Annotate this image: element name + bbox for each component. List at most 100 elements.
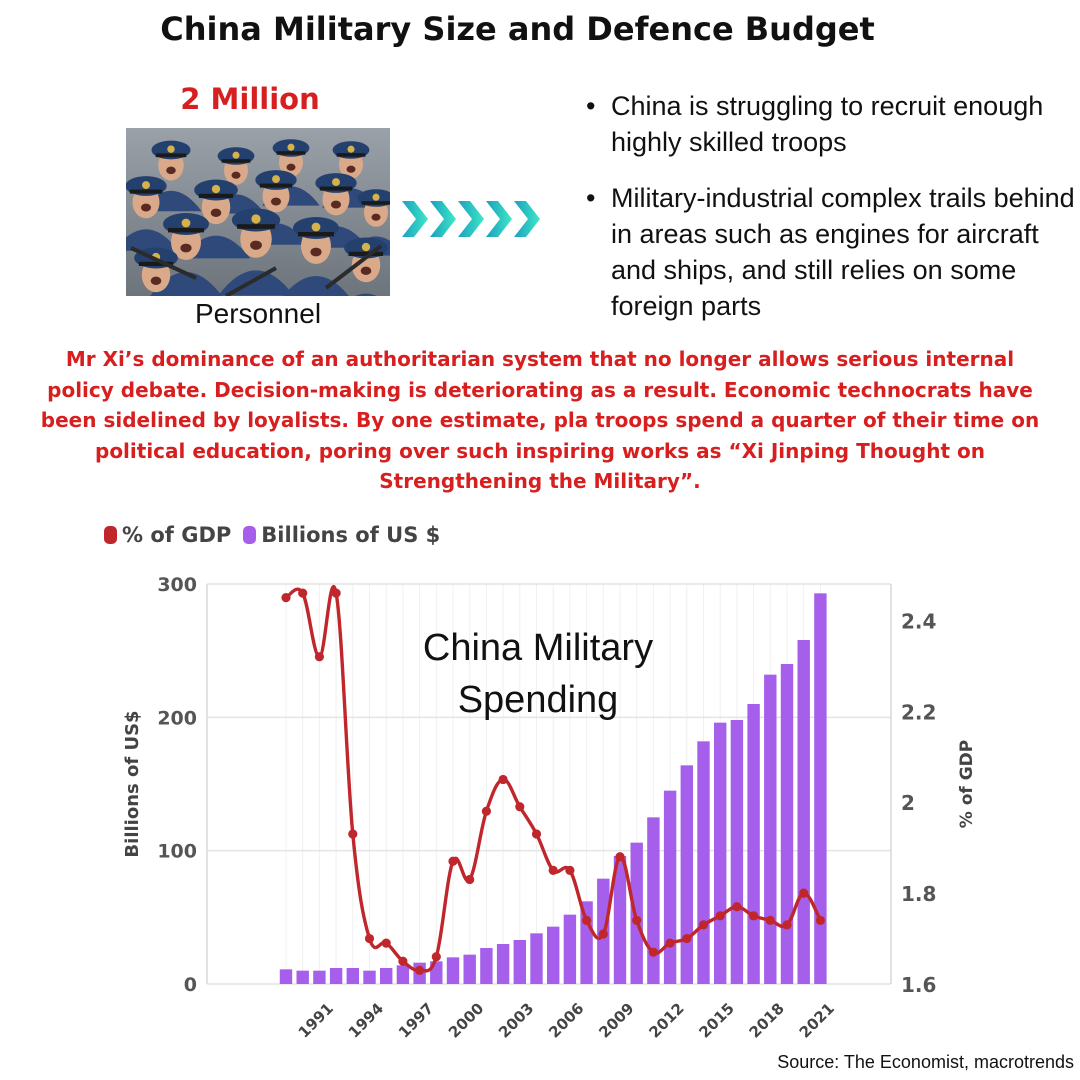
gdp-point-2006: [565, 865, 575, 875]
gdp-point-2010: [632, 915, 642, 925]
gdp-point-1999: [448, 856, 458, 866]
soldier-uniform: [355, 293, 377, 296]
soldier-mouth: [270, 197, 282, 206]
page-title: China Military Size and Defence Budget: [160, 10, 875, 48]
chart-title: China Military Spending: [422, 627, 654, 721]
legend-item-usd[interactable]: Billions of US $: [243, 523, 440, 547]
bar-billions-usd-2002: [496, 944, 510, 984]
soldier-cap-badge: [311, 222, 321, 232]
bar-billions-usd-1992: [329, 968, 343, 984]
gdp-point-2020: [799, 888, 809, 898]
quote-paragraph: Mr Xi’s dominance of an authoritarian sy…: [40, 347, 1040, 493]
bar-billions-usd-2009: [613, 856, 627, 984]
soldier-cap-visor: [348, 251, 384, 256]
bar-billions-usd-2000: [463, 954, 476, 984]
x-tick-label-1997: 1997: [395, 999, 437, 1041]
gdp-point-1995: [381, 938, 391, 948]
bar-billions-usd-2001: [480, 948, 493, 984]
bar-billions-usd-2018: [764, 674, 777, 984]
soldier-cap-visor: [129, 189, 163, 194]
right-tick-label: 2.4: [901, 609, 936, 633]
soldier-mouth: [371, 213, 381, 221]
soldier-cap-visor: [237, 224, 275, 229]
bar-billions-usd-1990: [296, 970, 309, 984]
soldier-cap-badge: [287, 143, 295, 151]
gdp-point-1994: [364, 933, 375, 944]
gdp-point-1993: [348, 829, 358, 839]
soldier-mouth: [346, 165, 356, 173]
bullet-text: Military-industrial complex trails behin…: [611, 183, 1075, 321]
gdp-point-2008: [598, 929, 608, 939]
legend-label-gdp: % of GDP: [122, 523, 232, 547]
bar-billions-usd-2012: [663, 790, 677, 984]
bar-billions-usd-2006: [563, 914, 577, 984]
gdp-point-1989: [281, 593, 291, 603]
gdp-point-2021: [815, 915, 826, 925]
bar-billions-usd-2016: [730, 720, 744, 984]
bullet-text: China is struggling to recruit enough hi…: [611, 91, 1044, 157]
gdp-point-2017: [749, 911, 759, 921]
bar-billions-usd-2015: [714, 722, 727, 984]
gdp-point-2000: [465, 874, 475, 885]
y-axis-title-right: % of GDP: [957, 740, 977, 828]
rifle: [130, 246, 197, 280]
gdp-point-2018: [765, 915, 775, 925]
bar-billions-usd-2021: [814, 593, 827, 984]
right-tick-label: 2: [901, 791, 915, 815]
soldier-cap-badge: [361, 242, 371, 252]
bar-billions-usd-2017: [747, 704, 760, 984]
bar-billions-usd-2003: [513, 940, 526, 984]
soldier-cap-visor: [298, 232, 334, 237]
bar-billions-usd-1989: [279, 969, 293, 984]
personnel-caption: Personnel: [194, 298, 322, 329]
gdp-point-2014: [698, 920, 709, 930]
soldier-mouth: [140, 203, 152, 212]
legend-swatch-usd: [243, 526, 257, 544]
personnel-stat: 2 Million: [180, 82, 320, 116]
bar-billions-usd-1999: [446, 957, 460, 984]
rifle: [225, 266, 277, 296]
soldier-uniform: [126, 229, 179, 251]
soldier-cap-badge: [181, 218, 191, 228]
x-tick-label-2018: 2018: [746, 999, 788, 1041]
legend-swatch-gdp: [104, 526, 117, 544]
x-tick-label-1994: 1994: [345, 999, 387, 1041]
gdp-point-2019: [782, 920, 792, 930]
soldier-mouth: [150, 276, 162, 285]
soldier-mouth: [210, 208, 222, 217]
soldier-cap-visor: [336, 153, 366, 157]
gdp-point-2007: [582, 915, 592, 925]
soldiers-photo: [126, 128, 390, 296]
soldier-cap-visor: [138, 261, 174, 266]
gdp-point-1997: [415, 965, 425, 975]
gdp-point-2016: [732, 902, 742, 912]
bullet-item: Military-industrial complex trails behin…: [586, 180, 1080, 324]
gdp-point-2003: [515, 802, 525, 812]
bullet-list: China is struggling to recruit enough hi…: [586, 88, 1080, 344]
gdp-point-1998: [431, 952, 441, 962]
soldier-mouth: [231, 171, 241, 179]
soldier-cap-badge: [211, 184, 221, 194]
bar-billions-usd-2020: [797, 640, 810, 984]
right-tick-label: 1.8: [901, 882, 936, 906]
bar-billions-usd-2005: [547, 926, 560, 984]
gdp-point-2012: [665, 938, 675, 948]
bar-billions-usd-1994: [363, 970, 376, 984]
soldier-cap-visor: [155, 153, 187, 158]
legend-item-gdp[interactable]: % of GDP: [104, 523, 231, 547]
soldier-cap-badge: [332, 178, 340, 187]
military-spending-chart: 0 100 200 300 1.6 1.8 2 2.2 2.4 Billions of US$ % …: [122, 574, 977, 1042]
x-tick-label-2003: 2003: [495, 999, 537, 1041]
x-tick-label-2012: 2012: [645, 999, 687, 1041]
soldier-cap-badge: [251, 214, 261, 224]
soldier-cap-badge: [347, 145, 355, 153]
bar-billions-usd-2004: [530, 933, 543, 984]
y-axis-title-left: Billions of US$: [122, 710, 143, 857]
soldier-cap-badge: [142, 181, 150, 190]
soldier-mouth: [360, 266, 372, 275]
gdp-point-1996: [398, 956, 408, 966]
x-tick-label-2009: 2009: [595, 999, 637, 1041]
bar-billions-usd-2011: [647, 817, 660, 984]
left-tick-label: 200: [157, 707, 197, 729]
x-tick-label-1991: 1991: [295, 999, 337, 1041]
